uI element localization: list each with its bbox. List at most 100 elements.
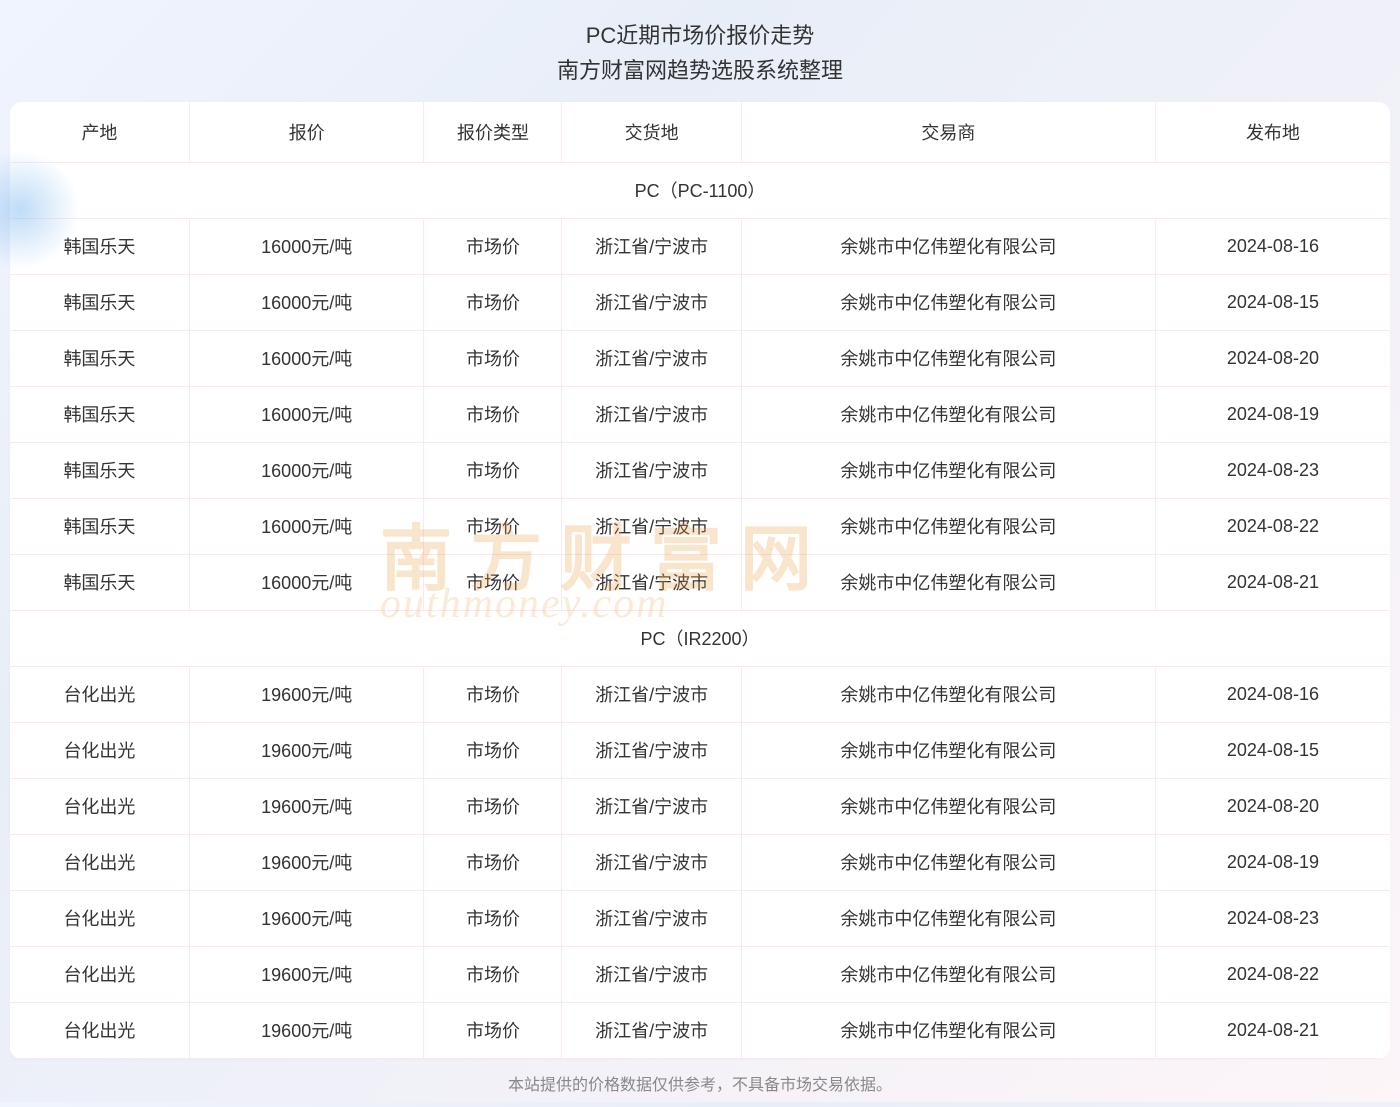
table-cell: 韩国乐天 <box>10 554 189 610</box>
table-cell: 16000元/吨 <box>189 498 424 554</box>
table-cell: 余姚市中亿伟塑化有限公司 <box>741 498 1155 554</box>
table-row: 台化出光19600元/吨市场价浙江省/宁波市余姚市中亿伟塑化有限公司2024-0… <box>10 666 1390 722</box>
table-row: 韩国乐天16000元/吨市场价浙江省/宁波市余姚市中亿伟塑化有限公司2024-0… <box>10 554 1390 610</box>
table-cell: 市场价 <box>424 274 562 330</box>
table-cell: 16000元/吨 <box>189 554 424 610</box>
table-cell: 市场价 <box>424 498 562 554</box>
table-cell: 市场价 <box>424 1002 562 1058</box>
table-cell: 台化出光 <box>10 1002 189 1058</box>
table-cell: 市场价 <box>424 330 562 386</box>
table-cell: 2024-08-23 <box>1155 442 1390 498</box>
col-header-type: 报价类型 <box>424 102 562 162</box>
table-cell: 浙江省/宁波市 <box>562 778 741 834</box>
table-section-row: PC（PC-1100） <box>10 162 1390 218</box>
footer-disclaimer: 本站提供的价格数据仅供参考，不具备市场交易依据。 <box>0 1059 1400 1107</box>
table-cell: 市场价 <box>424 946 562 1002</box>
table-cell: 市场价 <box>424 778 562 834</box>
table-cell: 19600元/吨 <box>189 1002 424 1058</box>
table-cell: 韩国乐天 <box>10 498 189 554</box>
table-cell: 2024-08-23 <box>1155 890 1390 946</box>
table-cell: 浙江省/宁波市 <box>562 890 741 946</box>
table-cell: 余姚市中亿伟塑化有限公司 <box>741 946 1155 1002</box>
table-cell: 2024-08-22 <box>1155 946 1390 1002</box>
table-cell: 韩国乐天 <box>10 386 189 442</box>
col-header-date: 发布地 <box>1155 102 1390 162</box>
table-cell: 2024-08-15 <box>1155 722 1390 778</box>
table-cell: 韩国乐天 <box>10 274 189 330</box>
table-row: 台化出光19600元/吨市场价浙江省/宁波市余姚市中亿伟塑化有限公司2024-0… <box>10 946 1390 1002</box>
table-cell: 16000元/吨 <box>189 218 424 274</box>
col-header-delivery: 交货地 <box>562 102 741 162</box>
table-cell: 2024-08-19 <box>1155 386 1390 442</box>
table-section-label: PC（PC-1100） <box>10 162 1390 218</box>
table-row: 台化出光19600元/吨市场价浙江省/宁波市余姚市中亿伟塑化有限公司2024-0… <box>10 722 1390 778</box>
table-cell: 余姚市中亿伟塑化有限公司 <box>741 218 1155 274</box>
table-cell: 16000元/吨 <box>189 330 424 386</box>
table-cell: 余姚市中亿伟塑化有限公司 <box>741 666 1155 722</box>
table-row: 韩国乐天16000元/吨市场价浙江省/宁波市余姚市中亿伟塑化有限公司2024-0… <box>10 330 1390 386</box>
table-cell: 余姚市中亿伟塑化有限公司 <box>741 722 1155 778</box>
table-cell: 19600元/吨 <box>189 722 424 778</box>
table-cell: 2024-08-16 <box>1155 666 1390 722</box>
table-cell: 浙江省/宁波市 <box>562 834 741 890</box>
table-row: 台化出光19600元/吨市场价浙江省/宁波市余姚市中亿伟塑化有限公司2024-0… <box>10 890 1390 946</box>
table-cell: 余姚市中亿伟塑化有限公司 <box>741 890 1155 946</box>
table-cell: 余姚市中亿伟塑化有限公司 <box>741 442 1155 498</box>
table-cell: 市场价 <box>424 834 562 890</box>
table-cell: 16000元/吨 <box>189 442 424 498</box>
table-cell: 2024-08-22 <box>1155 498 1390 554</box>
table-row: 韩国乐天16000元/吨市场价浙江省/宁波市余姚市中亿伟塑化有限公司2024-0… <box>10 386 1390 442</box>
table-cell: 韩国乐天 <box>10 330 189 386</box>
table-cell: 余姚市中亿伟塑化有限公司 <box>741 1002 1155 1058</box>
table-cell: 市场价 <box>424 442 562 498</box>
table-cell: 浙江省/宁波市 <box>562 218 741 274</box>
table-cell: 市场价 <box>424 218 562 274</box>
table-cell: 2024-08-20 <box>1155 778 1390 834</box>
table-cell: 浙江省/宁波市 <box>562 722 741 778</box>
table-row: 韩国乐天16000元/吨市场价浙江省/宁波市余姚市中亿伟塑化有限公司2024-0… <box>10 442 1390 498</box>
table-cell: 19600元/吨 <box>189 834 424 890</box>
table-cell: 19600元/吨 <box>189 666 424 722</box>
table-cell: 2024-08-20 <box>1155 330 1390 386</box>
table-cell: 浙江省/宁波市 <box>562 498 741 554</box>
page-header: PC近期市场价报价走势 南方财富网趋势选股系统整理 <box>0 0 1400 102</box>
table-cell: 市场价 <box>424 722 562 778</box>
table-cell: 浙江省/宁波市 <box>562 274 741 330</box>
table-cell: 2024-08-15 <box>1155 274 1390 330</box>
table-row: 台化出光19600元/吨市场价浙江省/宁波市余姚市中亿伟塑化有限公司2024-0… <box>10 778 1390 834</box>
table-row: 韩国乐天16000元/吨市场价浙江省/宁波市余姚市中亿伟塑化有限公司2024-0… <box>10 218 1390 274</box>
table-section-label: PC（IR2200） <box>10 610 1390 666</box>
table-cell: 余姚市中亿伟塑化有限公司 <box>741 778 1155 834</box>
table-cell: 16000元/吨 <box>189 274 424 330</box>
table-cell: 市场价 <box>424 666 562 722</box>
table-cell: 2024-08-16 <box>1155 218 1390 274</box>
table-cell: 台化出光 <box>10 778 189 834</box>
table-row: 韩国乐天16000元/吨市场价浙江省/宁波市余姚市中亿伟塑化有限公司2024-0… <box>10 498 1390 554</box>
price-table: 产地 报价 报价类型 交货地 交易商 发布地 PC（PC-1100）韩国乐天16… <box>10 102 1390 1059</box>
table-cell: 浙江省/宁波市 <box>562 330 741 386</box>
table-cell: 余姚市中亿伟塑化有限公司 <box>741 330 1155 386</box>
table-row: 台化出光19600元/吨市场价浙江省/宁波市余姚市中亿伟塑化有限公司2024-0… <box>10 1002 1390 1058</box>
table-row: 韩国乐天16000元/吨市场价浙江省/宁波市余姚市中亿伟塑化有限公司2024-0… <box>10 274 1390 330</box>
col-header-trader: 交易商 <box>741 102 1155 162</box>
table-cell: 19600元/吨 <box>189 778 424 834</box>
table-cell: 台化出光 <box>10 834 189 890</box>
page-title: PC近期市场价报价走势 <box>0 18 1400 53</box>
table-cell: 2024-08-21 <box>1155 554 1390 610</box>
table-cell: 台化出光 <box>10 946 189 1002</box>
table-cell: 浙江省/宁波市 <box>562 554 741 610</box>
table-cell: 2024-08-19 <box>1155 834 1390 890</box>
table-cell: 韩国乐天 <box>10 442 189 498</box>
table-cell: 浙江省/宁波市 <box>562 666 741 722</box>
price-table-container: 产地 报价 报价类型 交货地 交易商 发布地 PC（PC-1100）韩国乐天16… <box>10 102 1390 1059</box>
table-cell: 浙江省/宁波市 <box>562 442 741 498</box>
table-cell: 市场价 <box>424 554 562 610</box>
table-cell: 市场价 <box>424 890 562 946</box>
table-cell: 浙江省/宁波市 <box>562 386 741 442</box>
table-cell: 台化出光 <box>10 722 189 778</box>
col-header-price: 报价 <box>189 102 424 162</box>
table-cell: 浙江省/宁波市 <box>562 946 741 1002</box>
table-row: 台化出光19600元/吨市场价浙江省/宁波市余姚市中亿伟塑化有限公司2024-0… <box>10 834 1390 890</box>
page-subtitle: 南方财富网趋势选股系统整理 <box>0 53 1400 88</box>
table-cell: 余姚市中亿伟塑化有限公司 <box>741 274 1155 330</box>
